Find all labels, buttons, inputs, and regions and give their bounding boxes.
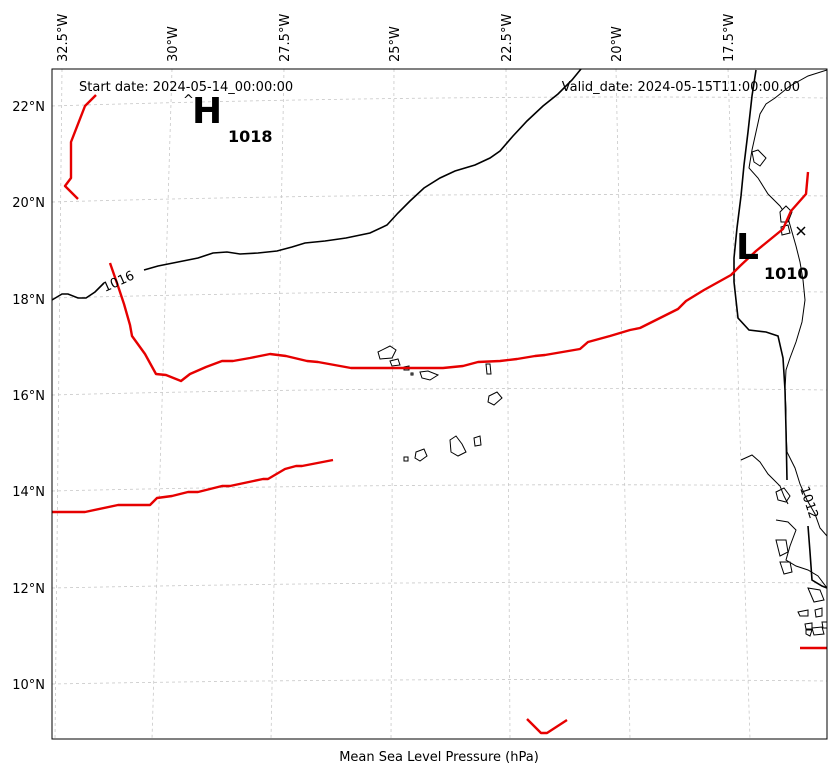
start-date-label: Start date: 2024-05-14_00:00:00	[79, 80, 293, 95]
lat-tick-16n: 16°N	[12, 389, 45, 404]
front-northwest	[63, 94, 97, 200]
front-central	[108, 171, 810, 383]
lat-tick-labels: 22°N 20°N 18°N 16°N 14°N 12°N 10°N	[12, 100, 45, 693]
high-pressure-value: 1018	[228, 127, 273, 146]
isobar-1012	[733, 69, 827, 589]
high-pressure-symbol: H	[192, 91, 222, 132]
lat-tick-18n: 18°N	[12, 293, 45, 308]
map-frame	[51, 68, 828, 740]
isobar-label-1012: 1012	[796, 485, 820, 521]
lon-tick-27-5w: 27.5°W	[278, 14, 293, 62]
high-center-marker: ^	[183, 93, 194, 108]
lon-tick-20w: 20°W	[610, 26, 625, 62]
lon-tick-17-5w: 17.5°W	[722, 14, 737, 62]
pressure-centres: H ^ 1018 L 1010	[183, 91, 809, 283]
graticule	[52, 69, 827, 739]
isobar-1016	[52, 69, 582, 301]
front-south	[52, 458, 334, 514]
lat-tick-14n: 14°N	[12, 485, 45, 500]
low-pressure-value: 1010	[764, 264, 809, 283]
lat-tick-22n: 22°N	[12, 100, 45, 115]
x-axis-label: Mean Sea Level Pressure (hPa)	[339, 750, 539, 765]
valid-date-label: Valid_date: 2024-05-15T11:00:00.00	[562, 80, 800, 95]
african-coastline	[740, 69, 827, 637]
lat-tick-10n: 10°N	[12, 678, 45, 693]
cape-verde-islands	[377, 345, 503, 462]
isobar-labels: 1016 1012	[101, 268, 821, 520]
lat-tick-12n: 12°N	[12, 582, 45, 597]
low-pressure-symbol: L	[736, 227, 759, 268]
low-center-marker	[796, 226, 806, 236]
lon-tick-30w: 30°W	[166, 26, 181, 62]
isobars	[52, 69, 827, 589]
lon-tick-25w: 25°W	[388, 26, 403, 62]
lon-tick-22-5w: 22.5°W	[500, 14, 515, 62]
front-bottom	[526, 718, 568, 735]
lon-tick-labels: 32.5°W 30°W 27.5°W 25°W 22.5°W 20°W 17.5…	[56, 14, 737, 62]
lon-tick-32-5w: 32.5°W	[56, 14, 71, 62]
fronts	[52, 94, 827, 735]
lat-tick-20n: 20°N	[12, 196, 45, 211]
